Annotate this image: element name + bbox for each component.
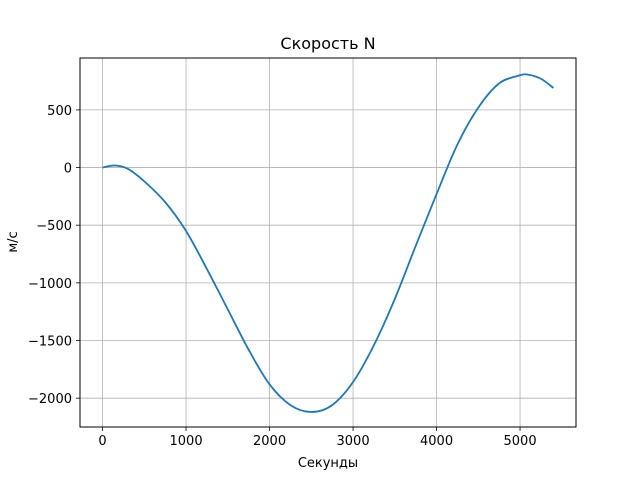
y-axis-label: м/с [6,231,21,252]
y-tick-label: −500 [36,219,72,234]
x-tick-label: 0 [98,434,106,449]
chart-title: Скорость N [280,34,375,53]
x-tick-label: 1000 [170,434,203,449]
y-tick-label: 0 [64,162,72,177]
y-tick-label: 500 [47,104,72,119]
x-tick-label: 4000 [420,434,453,449]
series-group [102,73,554,413]
series-line [102,73,554,413]
x-tick-label: 5000 [504,434,537,449]
y-tick-label: −1500 [28,335,72,350]
ticks-group: 0 1000 2000 3000 4000 5000−2000−1500−1000−500… [28,104,537,449]
x-axis-label: Секунды [298,456,358,471]
y-tick-label: −1000 [28,277,72,292]
y-tick-label: −2000 [28,392,72,407]
grid-lines [80,58,576,427]
x-tick-label: 3000 [337,434,370,449]
x-tick-label: 2000 [253,434,286,449]
plot-frame [79,57,577,428]
